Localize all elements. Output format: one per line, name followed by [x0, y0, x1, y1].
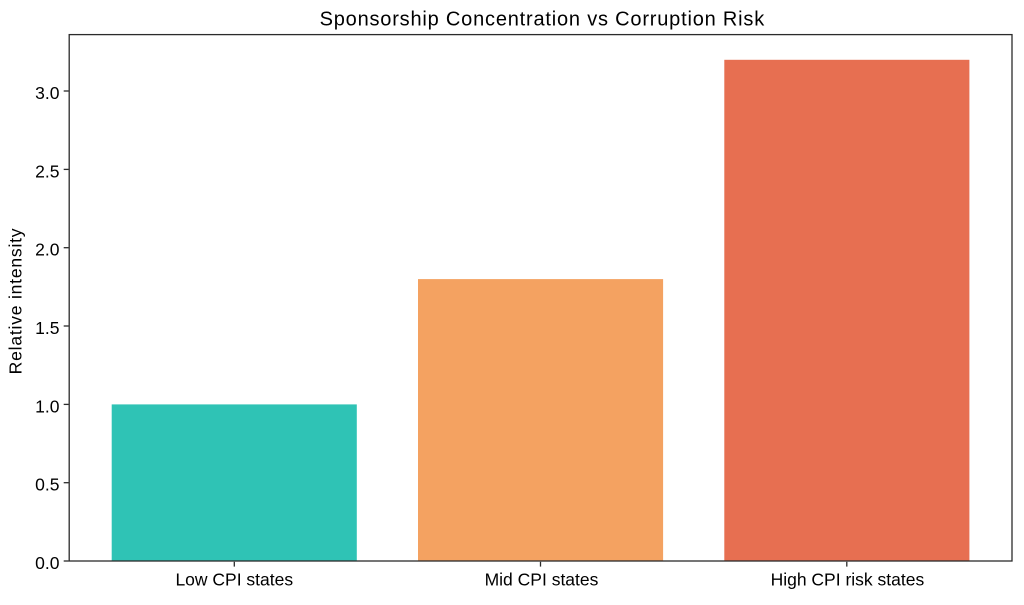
- svg-text:Mid CPI states: Mid CPI states: [485, 570, 599, 590]
- svg-text:Low CPI states: Low CPI states: [175, 570, 293, 590]
- svg-text:3.0: 3.0: [35, 83, 60, 103]
- svg-text:2.5: 2.5: [35, 161, 59, 181]
- svg-text:Sponsorship Concentration vs C: Sponsorship Concentration vs Corruption …: [320, 9, 766, 31]
- svg-text:1.5: 1.5: [35, 318, 59, 338]
- svg-text:2.0: 2.0: [35, 240, 60, 260]
- svg-text:High CPI risk states: High CPI risk states: [771, 570, 925, 590]
- svg-text:0.5: 0.5: [35, 475, 59, 495]
- svg-text:Relative intensity: Relative intensity: [6, 228, 26, 375]
- svg-text:1.0: 1.0: [35, 396, 60, 416]
- svg-text:0.0: 0.0: [35, 553, 60, 573]
